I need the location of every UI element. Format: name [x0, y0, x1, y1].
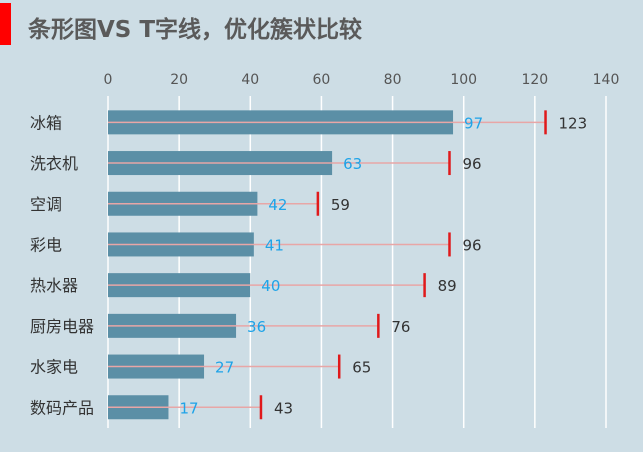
x-tick-label: 80 — [384, 72, 402, 88]
x-tick-label: 0 — [104, 72, 113, 88]
target-value-label: 123 — [559, 114, 588, 132]
category-label: 水家电 — [30, 358, 78, 377]
x-axis-tick-labels: 0 20 40 60 80 100 120 140 — [104, 72, 620, 88]
x-tick-label: 40 — [241, 72, 259, 88]
bar-value-label: 97 — [464, 114, 483, 132]
category-label: 热水器 — [30, 276, 78, 295]
bar-value-label: 27 — [215, 359, 234, 377]
bar-value-label: 41 — [265, 236, 284, 254]
target-value-label: 59 — [331, 196, 350, 214]
bar-value-label: 36 — [247, 318, 266, 336]
target-value-label: 96 — [462, 155, 481, 173]
category-label: 洗衣机 — [30, 154, 78, 173]
t-lines — [108, 110, 547, 420]
target-value-label: 76 — [391, 318, 410, 336]
target-value-label: 96 — [462, 236, 481, 254]
chart-title: 条形图VS T字线，优化簇状比较 — [28, 17, 363, 43]
category-label: 冰箱 — [30, 113, 62, 132]
bar-value-label: 63 — [343, 155, 362, 173]
target-value-label: 89 — [438, 277, 457, 295]
x-tick-label: 100 — [450, 72, 477, 88]
value-labels: 97 123 63 96 42 59 41 96 40 89 36 76 27 65 17 43 — [179, 114, 587, 417]
bar-value-label: 17 — [179, 399, 198, 417]
bar-value-label: 42 — [268, 196, 287, 214]
category-label: 空调 — [30, 195, 62, 214]
x-tick-label: 20 — [170, 72, 188, 88]
bars — [108, 110, 454, 420]
target-value-label: 43 — [274, 399, 293, 417]
category-label: 厨房电器 — [30, 317, 94, 336]
bar-value-label: 40 — [261, 277, 280, 295]
x-tick-label: 120 — [521, 72, 548, 88]
title-accent-bar — [0, 3, 11, 45]
x-tick-label: 60 — [313, 72, 331, 88]
target-value-label: 65 — [352, 359, 371, 377]
x-tick-label: 140 — [593, 72, 620, 88]
category-label: 彩电 — [30, 235, 62, 254]
category-label: 数码产品 — [30, 398, 94, 417]
